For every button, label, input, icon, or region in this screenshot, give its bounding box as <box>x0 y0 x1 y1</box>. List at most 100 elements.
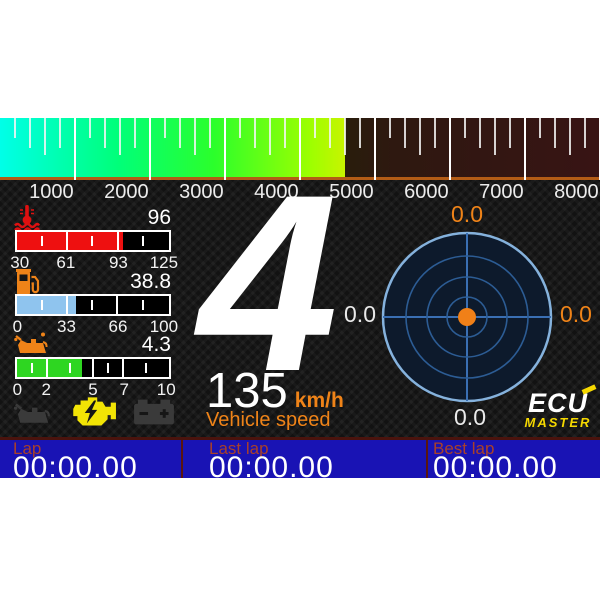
rpm-minor-tick <box>59 118 61 148</box>
speed-readout: 135 km/h <box>206 363 344 419</box>
gauge-bar <box>15 357 171 379</box>
speed-value: 135 <box>206 364 288 418</box>
rpm-scale-label: 5000 <box>329 181 374 203</box>
rpm-lit-segment <box>0 118 345 180</box>
gauge-scale-label: 100 <box>149 317 179 336</box>
gauge-divider <box>116 296 119 314</box>
rpm-minor-tick <box>509 118 511 148</box>
gear-indicator: 4 <box>198 143 339 424</box>
gauge-scale-label: 0 <box>12 317 23 336</box>
lap-time: 00:00.00 <box>13 451 138 479</box>
gauge-scale: 30 61 93 125 <box>10 253 178 272</box>
battery-icon <box>132 398 176 426</box>
fuel-level-gauge: 38.8 0 33 66 100 <box>0 269 192 336</box>
gauge-scale-label: 33 <box>57 317 76 336</box>
gauge-header: 4.3 <box>0 332 192 357</box>
oil-pressure-gauge: 4.3 0 2 5 7 10 <box>0 332 192 399</box>
g-force-meter <box>381 231 553 403</box>
gauge-scale-label: 93 <box>108 253 128 272</box>
rpm-scale-label: 1000 <box>29 181 74 203</box>
oil-can-icon <box>14 331 48 361</box>
best-lap-time: 00:00.00 <box>433 451 558 479</box>
gauge-mid-tick <box>41 300 44 310</box>
gauge-mid-tick <box>40 236 43 246</box>
rpm-minor-tick <box>14 118 16 138</box>
rpm-minor-tick <box>434 118 436 148</box>
rpm-minor-tick <box>404 118 406 148</box>
gauge-mid-tick <box>107 363 110 373</box>
gauge-mid-tick <box>145 363 148 373</box>
logo-line1: ECU <box>518 384 598 417</box>
rpm-minor-tick <box>254 118 256 148</box>
gauge-scale-label: 125 <box>149 253 179 272</box>
best-lap-label: Best lap <box>433 440 495 458</box>
gauge-bar <box>15 230 171 252</box>
rpm-minor-tick <box>104 118 106 148</box>
gauge-header: 38.8 <box>0 269 192 295</box>
gauge-divider <box>66 296 69 314</box>
rpm-minor-tick <box>314 118 316 138</box>
rpm-minor-tick <box>584 118 586 148</box>
gauge-divider <box>46 359 49 377</box>
gauge-divider <box>92 359 94 377</box>
rpm-scale-label: 6000 <box>404 181 449 203</box>
rpm-major-tick <box>149 118 151 180</box>
rpm-minor-tick <box>329 118 331 148</box>
ecumaster-logo: ECU MASTER <box>518 384 598 430</box>
rpm-minor-tick <box>344 118 346 156</box>
rpm-scale-label: 4000 <box>254 181 299 203</box>
gauge-mid-tick <box>69 363 72 373</box>
fuel-pump-icon <box>14 268 40 300</box>
rpm-minor-tick <box>119 118 121 156</box>
rpm-minor-tick <box>89 118 91 138</box>
rpm-minor-tick <box>29 118 31 148</box>
coolant-temperature-value: 96 <box>147 206 171 229</box>
last-lap-column: Last lap 00:00.00 <box>181 440 426 478</box>
rpm-minor-tick <box>554 118 556 148</box>
rpm-minor-tick <box>44 118 46 156</box>
rpm-minor-tick <box>164 118 166 138</box>
gauge-divider <box>116 232 119 250</box>
rpm-minor-tick <box>269 118 271 156</box>
rpm-major-tick <box>74 118 76 180</box>
gauge-divider <box>122 359 125 377</box>
gauge-scale-label: 30 <box>10 253 30 272</box>
gauge-scale-label: 2 <box>41 380 51 399</box>
coolant-temperature-gauge: 96 30 61 93 125 <box>0 205 192 272</box>
g-force-right-value: 0.0 <box>560 301 592 327</box>
gauge-scale-label: 66 <box>108 317 128 336</box>
rpm-minor-tick <box>239 118 241 138</box>
rpm-minor-tick <box>179 118 181 148</box>
rpm-minor-tick <box>569 118 571 156</box>
gauge-mid-tick <box>91 236 94 246</box>
gauge-scale: 0 2 5 7 10 <box>13 380 176 399</box>
rpm-scale-label: 7000 <box>479 181 524 203</box>
rpm-major-tick <box>224 118 226 180</box>
rpm-minor-tick <box>209 118 211 148</box>
rpm-minor-tick <box>389 118 391 138</box>
rpm-minor-tick <box>284 118 286 148</box>
g-force-dot <box>458 308 476 326</box>
gauge-mid-tick <box>142 236 145 246</box>
rpm-major-tick <box>449 118 451 180</box>
gauge-mid-tick <box>142 300 145 310</box>
oil-can-warning-icon <box>12 399 52 426</box>
fuel-level-value: 38.8 <box>130 270 171 293</box>
rpm-minor-tick <box>464 118 466 138</box>
logo-line2: MASTER <box>524 415 592 430</box>
lap-label: Lap <box>13 440 42 458</box>
gauge-scale-label: 61 <box>56 253 76 272</box>
gauge-scale-label: 5 <box>88 380 98 399</box>
gauge-header: 96 <box>0 205 192 233</box>
gauge-fill <box>17 232 123 250</box>
g-force-left-value: 0.0 <box>344 301 376 327</box>
rpm-bar <box>0 118 600 180</box>
g-force-top-value: 0.0 <box>451 201 483 227</box>
speed-label: Vehicle speed <box>206 409 331 431</box>
lap-current-column: Lap 00:00.00 <box>0 440 181 478</box>
lap-timer-bar: Lap 00:00.00 Last lap 00:00.00 Best lap … <box>0 437 600 478</box>
rpm-minor-tick <box>359 118 361 148</box>
logo-accent-mark <box>581 384 597 395</box>
rpm-scale: 1000 2000 3000 4000 5000 6000 7000 8000 <box>0 180 600 206</box>
